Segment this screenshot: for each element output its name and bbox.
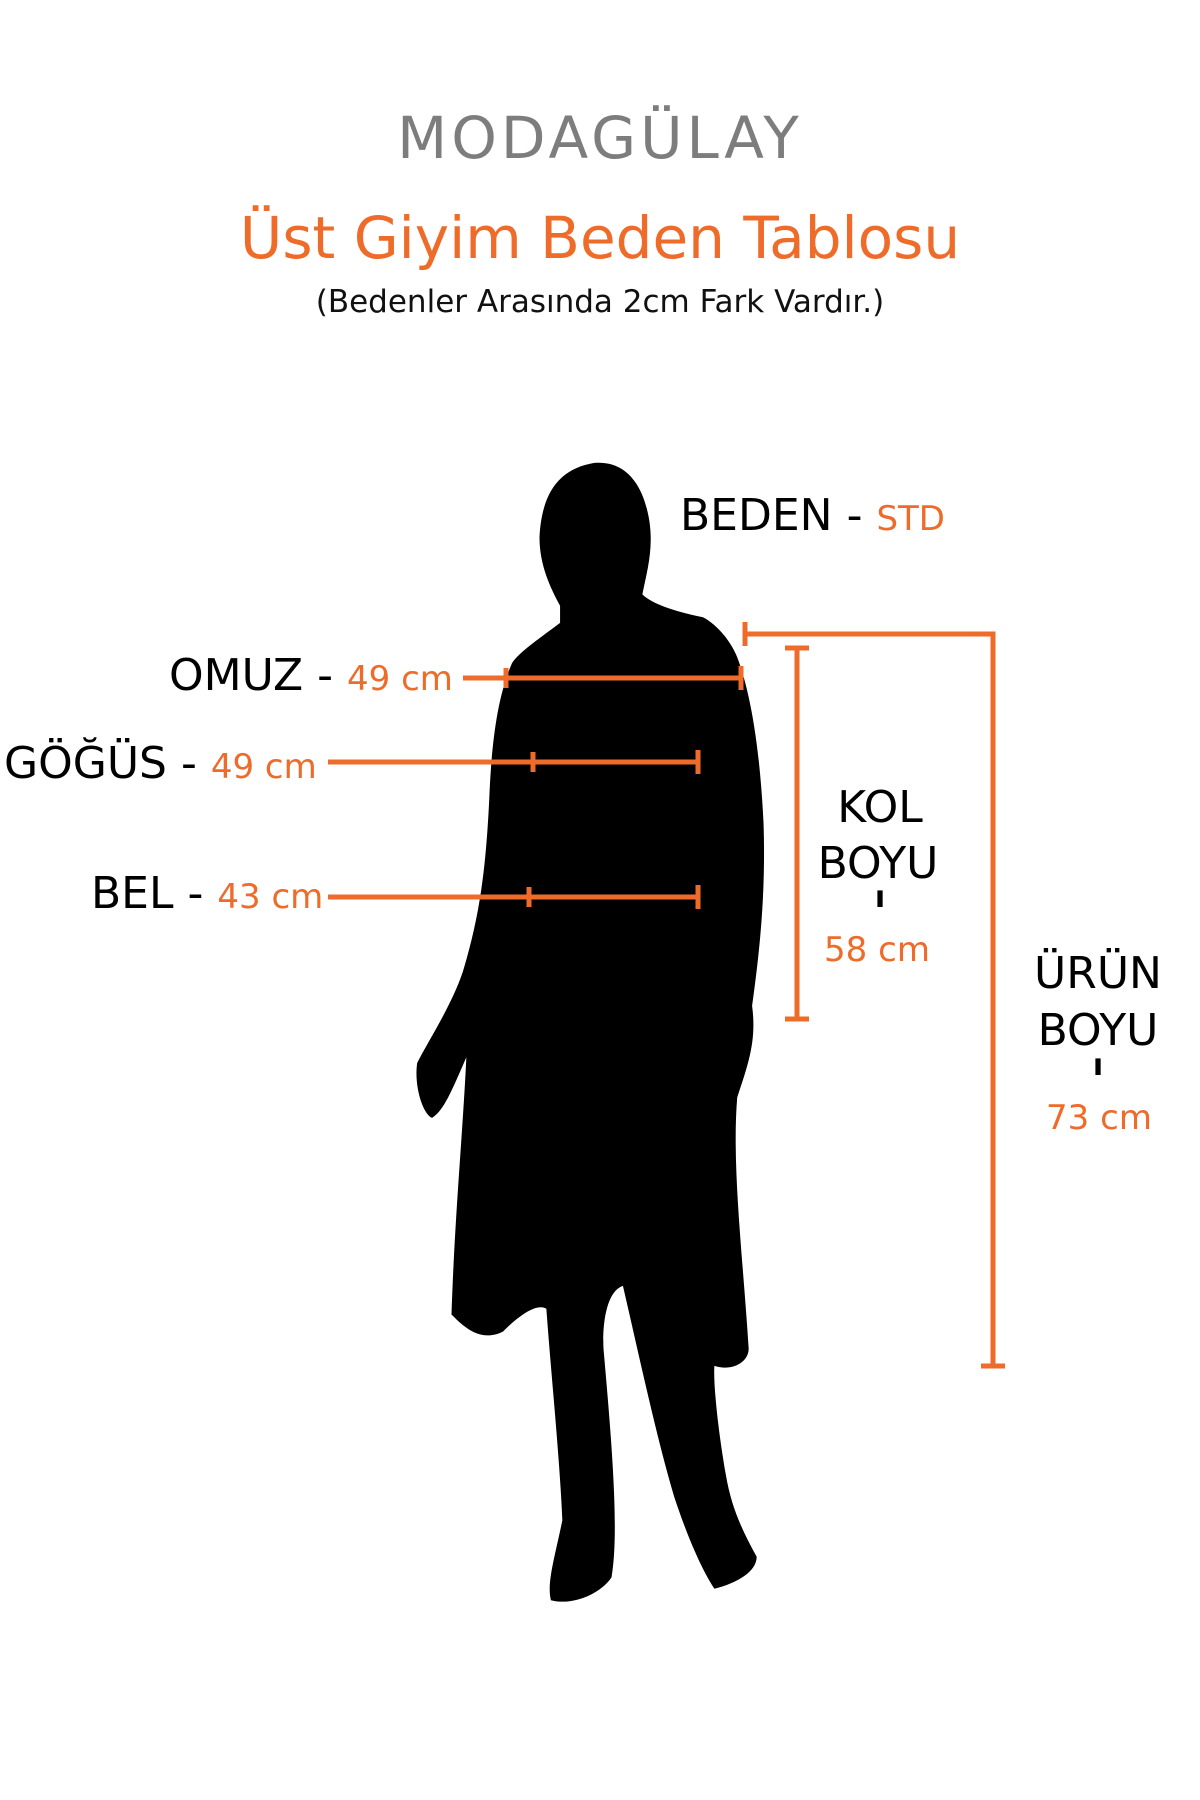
urun-boyu-value: 73 cm xyxy=(1046,1098,1152,1138)
beden-row: BEDEN - STD xyxy=(680,490,945,541)
gogus-row: GÖĞÜS - 49 cm xyxy=(4,738,317,789)
kol-boyu-separator: ı xyxy=(874,880,886,915)
bel-value: 43 cm xyxy=(217,877,324,917)
bel-row: BEL - 43 cm xyxy=(91,868,323,919)
urun-boyu-label-2: BOYU xyxy=(1037,1005,1159,1056)
page-subtitle: (Bedenler Arasında 2cm Fark Vardır.) xyxy=(315,284,885,320)
omuz-row: OMUZ - 49 cm xyxy=(169,650,453,701)
page-title: Üst Giyim Beden Tablosu xyxy=(239,204,961,272)
measure-lines xyxy=(328,622,1005,1369)
kol-boyu-label-2: BOYU xyxy=(817,838,939,889)
omuz-value: 49 cm xyxy=(347,659,453,699)
urun-boyu-line xyxy=(745,631,996,1366)
urun-boyu-separator: ı xyxy=(1092,1048,1104,1083)
kol-boyu-value: 58 cm xyxy=(824,930,930,970)
brand-logo: MODAGÜLAY xyxy=(397,104,803,172)
beden-label: BEDEN - xyxy=(680,490,863,541)
omuz-label: OMUZ - xyxy=(169,650,334,701)
gogus-label: GÖĞÜS - xyxy=(4,738,197,789)
beden-value: STD xyxy=(876,499,945,539)
gogus-value: 49 cm xyxy=(210,747,317,787)
urun-boyu-label-1: ÜRÜN xyxy=(1034,948,1162,999)
bel-label: BEL - xyxy=(91,868,204,919)
kol-boyu-label-1: KOL xyxy=(837,782,923,833)
silhouette-figure xyxy=(416,462,765,1602)
